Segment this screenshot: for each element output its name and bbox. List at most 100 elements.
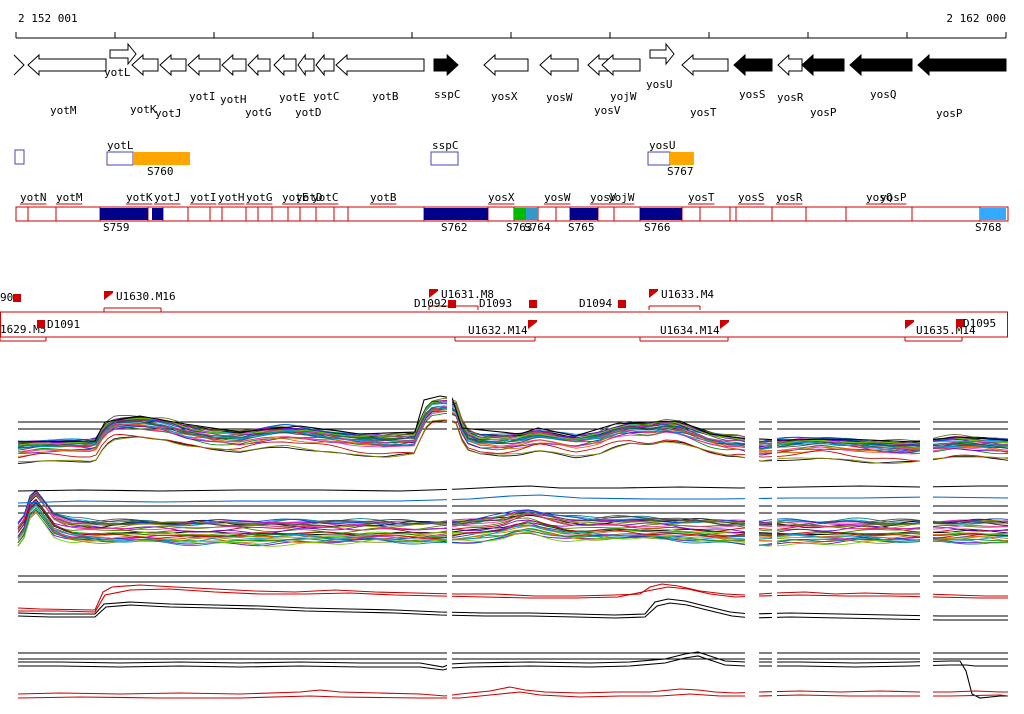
expression-line-3 [17,602,1008,621]
segment-colored-S762[interactable] [424,208,488,220]
marker-D1091[interactable]: D1091 [37,318,80,331]
gene-yosP-a[interactable] [801,53,845,77]
gene-label-yosW: yosW [546,91,573,104]
marker-label-U1634.M14: U1634.M14 [660,324,720,337]
marker-U1634.M14[interactable]: U1634.M14 [639,320,729,342]
feature-outline-yosU-S767[interactable] [647,151,671,166]
gene-yotE[interactable] [273,53,297,77]
gene-label-yosX: yosX [491,90,518,103]
gene-yosQ[interactable] [849,53,913,77]
marker-D1094-flag-icon[interactable] [618,300,626,308]
expression-series [17,498,1008,535]
feature-outline-sspC-box[interactable] [430,151,459,166]
segment-gene-label-yosW: yosW [544,191,571,204]
expression-panel-1 [17,395,1009,464]
segment-gene-label-yotE: yotE [282,191,309,204]
gene-label-yosR: yosR [777,91,804,104]
gene-label-yojW: yojW [610,90,637,103]
marker-U1633.M4-flag-icon[interactable] [649,289,658,298]
marker-D1093-flag-icon[interactable] [529,300,537,308]
left-coordinate-label: 2 152 001 [18,12,78,25]
segment-gene-label-yotC: yotC [312,191,339,204]
marker-U1632.M14-flag-icon[interactable] [528,320,537,329]
marker-90[interactable]: 90 [0,291,21,304]
segment-sub-S762: S762 [441,221,468,234]
gene-yosW[interactable] [539,53,579,77]
segment-colored-S765[interactable] [570,208,598,220]
gene-yotJ[interactable] [159,53,187,77]
marker-90-flag-icon[interactable] [13,294,21,302]
expression-series [17,489,1009,526]
gene-yotM[interactable] [27,53,107,77]
marker-U1630.M16[interactable]: U1630.M16 [103,290,176,312]
marker-1629.M5[interactable]: 1629.M5 [0,323,47,342]
gene-yotK[interactable] [131,53,159,77]
gene-yotD[interactable] [297,53,315,77]
feature-outline-yotL-S760[interactable] [106,151,134,166]
gene-label-yotB: yotB [372,90,399,103]
gene-sspC[interactable] [433,53,459,77]
gene-label-yotG: yotG [245,106,272,119]
marker-D1095[interactable]: D1095 [956,317,996,330]
gene-label-yotM: yotM [50,104,77,117]
gene-yotG[interactable] [247,53,271,77]
gene-yotH[interactable] [221,53,247,77]
expression-series [17,419,1009,464]
gene-yotI[interactable] [187,53,221,77]
gene-yojW[interactable] [601,53,641,77]
marker-D1094[interactable]: D1094 [579,297,626,310]
gene-yosU[interactable] [649,42,675,66]
feature-lead-box [14,149,25,165]
marker-D1093[interactable]: D1093 [479,297,537,310]
marker-D1091-flag-icon[interactable] [37,320,45,328]
gene-label-yosP-b: yosP [936,107,963,120]
segment-colored-S763[interactable] [514,208,526,220]
gene-edge-arrow[interactable] [13,54,25,76]
segment-bar [15,206,1009,222]
gene-label-yosS: yosS [739,88,766,101]
segment-colored-S766[interactable] [640,208,682,220]
gene-yosX[interactable] [483,53,529,77]
gene-yosS[interactable] [733,53,773,77]
gene-yosT[interactable] [681,53,729,77]
gene-label-yotK: yotK [130,103,157,116]
segment-colored-S764[interactable] [526,208,538,220]
segment-gene-label-yosT: yosT [688,191,715,204]
gene-yosP-b[interactable] [917,53,1007,77]
gene-yosR[interactable] [777,53,803,77]
gene-yotL[interactable] [109,42,137,66]
segment-colored-S759[interactable] [100,208,148,220]
segment-sub-S763: S763 [506,221,533,234]
segment-gene-label-yotH: yotH [218,191,245,204]
marker-U1630.M16-flag-icon[interactable] [104,291,113,300]
gene-label-yotJ: yotJ [155,107,182,120]
marker-D1092[interactable]: D1092 [414,297,456,310]
marker-label-U1633.M4: U1633.M4 [661,288,714,301]
segment-gene-label-yosQ: yosQ [866,191,893,204]
marker-U1635.M14-flag-icon[interactable] [905,320,914,329]
gene-yotB[interactable] [335,53,425,77]
marker-D1095-flag-icon[interactable] [956,319,964,327]
feature-label-yotL-S760: yotL [107,139,134,152]
segment-colored-block[interactable] [152,208,163,220]
marker-U1632.M14[interactable]: U1632.M14 [454,320,537,342]
marker-U1635.M14-flag-cut [905,322,914,329]
expression-line-1 [18,586,1008,613]
expression-line-0 [17,485,1008,492]
marker-U1631.M8[interactable]: U1631.M8 [428,288,494,310]
marker-U1631.M8-flag-icon[interactable] [429,289,438,298]
probe-gap [772,390,777,712]
feature-sub-yotL-S760: S760 [147,165,174,178]
feature-orange-yotL-S760[interactable] [133,152,190,165]
marker-U1634.M14-flag-icon[interactable] [720,320,729,329]
segment-colored-S768[interactable] [980,208,1006,220]
marker-U1633.M4[interactable]: U1633.M4 [648,288,714,310]
gene-yotC[interactable] [315,53,335,77]
marker-box [0,311,1008,338]
probe-gap [745,390,759,712]
marker-U1632.M14-flag-cut [528,322,537,329]
feature-orange-yosU-S767[interactable] [670,152,694,165]
marker-U1635.M14[interactable]: U1635.M14 [904,320,976,342]
marker-D1092-flag-icon[interactable] [448,300,456,308]
